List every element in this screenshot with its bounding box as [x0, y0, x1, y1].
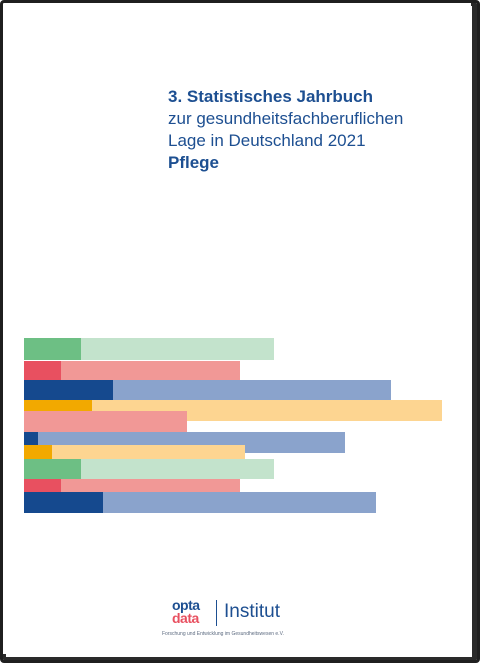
- logo-opta-text: opta: [172, 597, 200, 613]
- title-block: 3. Statistisches Jahrbuch zur gesundheit…: [168, 86, 468, 174]
- bar-3-dark: [24, 380, 113, 400]
- bar-9-light: [24, 479, 240, 492]
- bar-2-light: [24, 361, 240, 383]
- bar-7-light: [24, 445, 245, 459]
- bar-6-dark: [24, 432, 38, 445]
- bar-3-light: [24, 380, 391, 400]
- title-line-4: Pflege: [168, 153, 220, 172]
- bar-5-light: [24, 411, 187, 433]
- decorative-bars: [6, 6, 472, 657]
- bar-10-dark: [24, 492, 103, 513]
- title-line-1: 3. Statistisches Jahrbuch: [168, 87, 374, 106]
- bar-4-dark: [24, 400, 92, 411]
- logo-tagline: Forschung und Entwicklung im Gesundheits…: [162, 631, 284, 637]
- cover-page: 3. Statistisches Jahrbuch zur gesundheit…: [6, 6, 472, 657]
- title-line-2: zur gesundheitsfachberuflichen: [168, 109, 404, 128]
- bar-8-dark: [24, 459, 81, 479]
- bar-1-light: [24, 338, 274, 360]
- bar-7-dark: [24, 445, 52, 459]
- bar-2-dark: [24, 361, 61, 383]
- logo-divider: [216, 600, 217, 626]
- logo-data-text: data: [172, 610, 199, 626]
- bar-8-light: [24, 459, 274, 479]
- optadata-institut-logo: opta data Institut Forschung und Entwick…: [162, 597, 332, 648]
- title-line-3: Lage in Deutschland 2021: [168, 131, 366, 150]
- bar-9-dark: [24, 479, 61, 492]
- bar-1-dark: [24, 338, 81, 360]
- logo-institut-text: Institut: [224, 601, 280, 622]
- bar-10-light: [24, 492, 376, 513]
